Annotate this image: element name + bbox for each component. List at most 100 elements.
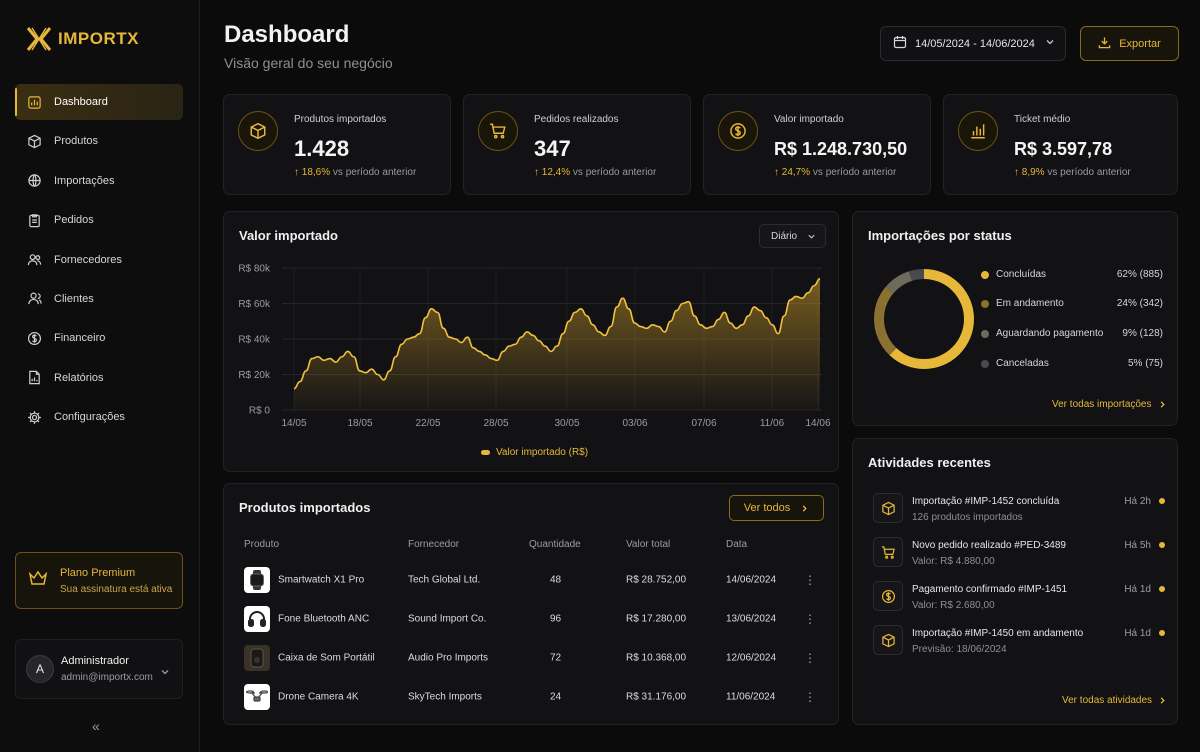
link-label: Ver todas atividades <box>1062 695 1153 706</box>
sidebar-item-fornecedores[interactable]: Fornecedores <box>15 242 183 278</box>
table-row[interactable]: Smartwatch X1 Pro Tech Global Ltd. 48 R$… <box>224 560 838 599</box>
cart-icon <box>873 537 903 567</box>
column-header-fornecedor[interactable]: Fornecedor <box>408 539 460 550</box>
headphones-icon <box>244 605 270 632</box>
sidebar-item-financeiro[interactable]: Financeiro <box>15 320 183 356</box>
status-label: Em andamento <box>996 298 1064 309</box>
cell-supplier: Sound Import Co. <box>408 613 487 624</box>
view-all-products-button[interactable]: Ver todos <box>729 495 824 521</box>
status-dot <box>981 359 989 368</box>
sidebar-item-importacoes[interactable]: Importações <box>15 163 183 199</box>
chevron-right-icon <box>1160 697 1165 704</box>
more-options-icon[interactable]: ⋮ <box>804 611 816 626</box>
products-title: Produtos importados <box>239 500 371 515</box>
x-tick-label: 03/06 <box>622 418 647 429</box>
cell-product: Fone Bluetooth ANC <box>278 613 370 624</box>
more-options-icon[interactable]: ⋮ <box>804 650 816 665</box>
collapse-sidebar-icon[interactable]: « <box>92 718 100 734</box>
more-options-icon[interactable]: ⋮ <box>804 689 816 704</box>
export-button[interactable]: Exportar <box>1080 26 1179 61</box>
y-tick-label: R$ 80k <box>238 264 271 275</box>
activity-item[interactable]: Importação #IMP-1452 concluída 126 produ… <box>873 493 1165 531</box>
sidebar: IMPORTX Dashboard Produtos Importações P… <box>0 0 200 752</box>
sidebar-item-pedidos[interactable]: Pedidos <box>15 202 183 238</box>
bar-chart-icon <box>958 111 998 151</box>
sidebar-nav: Dashboard Produtos Importações Pedidos F… <box>15 84 183 439</box>
chevron-down-icon <box>160 664 170 682</box>
view-all-imports-link[interactable]: Ver todas importações <box>1052 399 1167 410</box>
column-header-produto[interactable]: Produto <box>244 539 280 550</box>
sidebar-item-clientes[interactable]: Clientes <box>15 281 183 317</box>
sidebar-item-produtos[interactable]: Produtos <box>15 123 183 159</box>
sidebar-item-label: Relatórios <box>54 371 104 384</box>
cell-supplier: SkyTech Imports <box>408 691 482 702</box>
status-label: Aguardando pagamento <box>996 328 1104 339</box>
period-label: Diário <box>771 230 798 242</box>
column-header-quantidade[interactable]: Quantidade <box>529 539 581 550</box>
sidebar-item-label: Financeiro <box>54 332 106 345</box>
activity-time: Há 1d <box>1124 584 1151 595</box>
status-title: Importações por status <box>868 228 1012 243</box>
chevron-down-icon <box>808 234 815 239</box>
status-label: Canceladas <box>996 358 1049 369</box>
status-row-canceladas: Canceladas 5% (75) <box>981 358 1163 369</box>
delta-text: vs período anterior <box>1047 167 1131 178</box>
users-icon <box>25 251 43 269</box>
status-value: 5% (75) <box>1127 358 1163 369</box>
arrow-up-icon: ↑ <box>774 167 782 178</box>
table-row[interactable]: Fone Bluetooth ANC Sound Import Co. 96 R… <box>224 599 838 638</box>
status-label: Concluídas <box>996 269 1047 280</box>
premium-subtitle: Sua assinatura está ativa <box>60 583 173 595</box>
chevron-right-icon <box>802 504 807 512</box>
box-icon <box>25 132 43 150</box>
more-options-icon[interactable]: ⋮ <box>804 572 816 587</box>
date-range-picker[interactable]: 14/05/2024 - 14/06/2024 <box>880 26 1066 61</box>
sidebar-item-dashboard[interactable]: Dashboard <box>15 84 183 120</box>
avatar: A <box>26 655 54 683</box>
activity-subtitle: 126 produtos importados <box>912 512 1023 523</box>
status-donut-chart <box>874 269 974 369</box>
sidebar-item-label: Produtos <box>54 135 99 148</box>
area-fill <box>294 278 820 410</box>
logo[interactable]: IMPORTX <box>26 26 139 52</box>
view-all-activities-link[interactable]: Ver todas atividades <box>1062 695 1167 706</box>
activity-subtitle: Valor: R$ 2.680,00 <box>912 600 995 611</box>
stat-card-ticket: Ticket médio R$ 3.597,78 ↑ 8,9% vs perío… <box>943 94 1178 195</box>
activity-item[interactable]: Novo pedido realizado #PED-3489 Valor: R… <box>873 537 1165 575</box>
delta-value: 18,6% <box>301 167 331 178</box>
products-card: Produtos importados Ver todos Produto Fo… <box>223 483 839 725</box>
dashboard-icon <box>25 93 43 111</box>
cell-quantity: 24 <box>550 691 562 702</box>
column-header-data[interactable]: Data <box>726 539 748 550</box>
status-row-concluidas: Concluídas 62% (885) <box>981 269 1163 280</box>
arrow-up-icon: ↑ <box>1014 167 1022 178</box>
stat-card-pedidos: Pedidos realizados 347 ↑ 12,4% vs períod… <box>463 94 691 195</box>
box-icon <box>873 625 903 655</box>
table-row[interactable]: Caixa de Som Portátil Audio Pro Imports … <box>224 638 838 677</box>
table-row[interactable]: Drone Camera 4K SkyTech Imports 24 R$ 31… <box>224 677 838 716</box>
column-header-valor-total[interactable]: Valor total <box>626 539 671 550</box>
activity-item[interactable]: Importação #IMP-1450 em andamento Previs… <box>873 625 1165 663</box>
cell-quantity: 48 <box>550 574 562 585</box>
sidebar-item-configuracoes[interactable]: Configurações <box>15 399 183 435</box>
x-tick-label: 11/06 <box>760 418 785 429</box>
stat-delta: ↑ 8,9% vs período anterior <box>1014 167 1131 178</box>
arrow-up-icon: ↑ <box>294 167 302 178</box>
page-title: Dashboard <box>224 21 350 48</box>
premium-plan-card[interactable]: Plano Premium Sua assinatura está ativa <box>15 552 183 609</box>
delta-text: vs período anterior <box>332 167 417 178</box>
clipboard-icon <box>25 211 43 229</box>
report-icon <box>25 369 43 387</box>
x-tick-label: 07/06 <box>691 418 716 429</box>
button-label: Ver todos <box>743 502 791 514</box>
y-tick-label: R$ 20k <box>238 370 271 381</box>
period-select[interactable]: Diário <box>759 224 826 248</box>
drone-icon <box>244 683 270 710</box>
sidebar-item-relatorios[interactable]: Relatórios <box>15 360 183 396</box>
cell-product: Drone Camera 4K <box>278 691 359 702</box>
activity-item[interactable]: Pagamento confirmado #IMP-1451 Valor: R$… <box>873 581 1165 619</box>
user-menu[interactable]: A Administrador admin@importx.com <box>15 639 183 699</box>
cell-total: R$ 28.752,00 <box>626 574 687 585</box>
cell-date: 11/06/2024 <box>726 691 776 702</box>
cell-total: R$ 17.280,00 <box>626 613 687 624</box>
